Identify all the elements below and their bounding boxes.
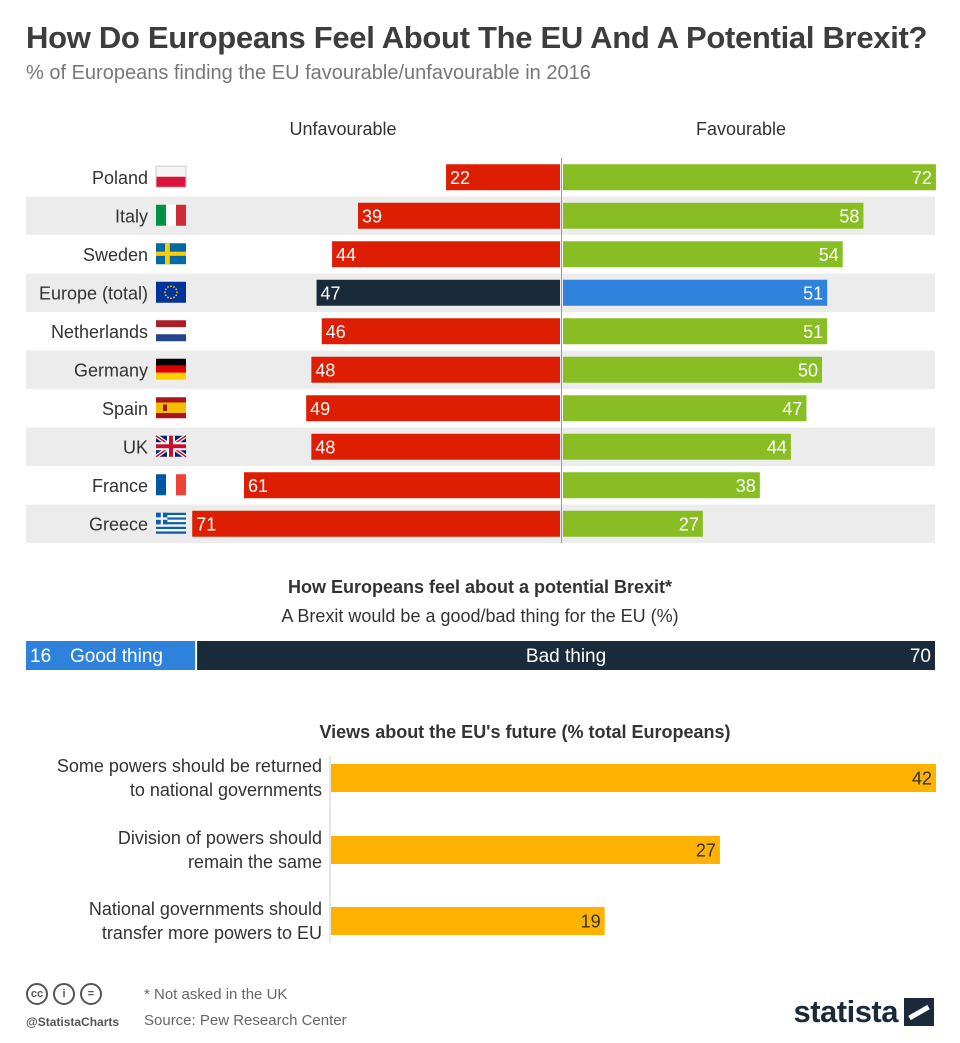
favourable-bar-france — [563, 472, 760, 499]
favourable-value-france: 38 — [736, 476, 756, 496]
category-label-italy: Italy — [115, 206, 148, 226]
unfavourable-bar-italy — [357, 202, 560, 229]
favourable-bar-germany — [563, 356, 822, 383]
category-label-greece: Greece — [89, 514, 148, 534]
future-value-2: 27 — [696, 841, 716, 861]
unfavourable-bar-sweden — [332, 241, 560, 268]
unfavourable-bar-poland — [446, 164, 560, 191]
unfavourable-bar-france — [244, 472, 560, 499]
category-label-uk: UK — [123, 437, 148, 457]
future-bar-1 — [331, 764, 936, 792]
category-label-sweden: Sweden — [83, 245, 148, 265]
category-label-germany: Germany — [74, 360, 148, 380]
eu-flag — [156, 281, 186, 303]
unfavourable-value-poland: 22 — [450, 168, 470, 188]
brexit-subtitle: A Brexit would be a good/bad thing for t… — [281, 606, 678, 626]
greece-flag — [156, 512, 186, 534]
favourable-bar-greece — [563, 510, 703, 537]
favourable-bar-sweden — [563, 241, 843, 268]
france-flag — [156, 474, 186, 496]
favourable-value-italy: 58 — [839, 206, 859, 226]
statista-logo: statista — [793, 994, 934, 1030]
unfavourable-header: Unfavourable — [289, 119, 396, 139]
unfavourable-bar-spain — [306, 395, 560, 422]
brand-mark-icon — [904, 998, 934, 1026]
unfavourable-value-netherlands: 46 — [326, 322, 346, 342]
favourable-bar-uk — [563, 433, 791, 460]
bad-thing-value: 70 — [910, 646, 931, 667]
unfavourable-bar-europe-total — [316, 279, 560, 306]
future-label-2-line-1: Division of powers should — [118, 828, 322, 848]
italy-flag — [156, 204, 186, 226]
license-icons: cc i = — [26, 983, 102, 1005]
favourable-value-germany: 50 — [798, 360, 818, 380]
favourable-value-poland: 72 — [912, 168, 932, 188]
spain-flag — [156, 397, 186, 419]
future-label-3-line-2: transfer more powers to EU — [102, 923, 322, 943]
category-label-europe-total: Europe (total) — [39, 283, 148, 303]
category-label-spain: Spain — [102, 399, 148, 419]
favourable-bar-italy — [563, 202, 864, 229]
favourable-header: Favourable — [696, 119, 786, 139]
favourable-bar-spain — [563, 395, 807, 422]
good-thing-label: Good thing — [70, 646, 163, 667]
by-icon: i — [53, 983, 75, 1005]
brexit-title: How Europeans feel about a potential Bre… — [288, 577, 672, 597]
unfavourable-value-europe-total: 47 — [321, 283, 341, 303]
chart-area: Unfavourable Favourable Poland 22 72 Italy 39 5… — [26, 119, 936, 943]
favourable-bar-europe-total — [563, 279, 828, 306]
chart-subtitle: % of Europeans finding the EU favourable… — [26, 62, 591, 84]
future-value-1: 42 — [912, 769, 932, 789]
future-value-3: 19 — [581, 912, 601, 932]
source-note: Source: Pew Research Center — [144, 1012, 347, 1029]
unfavourable-bar-germany — [311, 356, 560, 383]
bad-thing-bar — [197, 641, 935, 670]
netherlands-flag — [156, 320, 186, 342]
unfavourable-value-france: 61 — [248, 476, 268, 496]
bad-thing-label: Bad thing — [526, 646, 606, 667]
favourable-value-sweden: 54 — [819, 245, 839, 265]
unfavourable-bar-netherlands — [321, 318, 560, 345]
future-label-3-line-1: National governments should — [89, 899, 322, 919]
favourable-value-spain: 47 — [782, 399, 802, 419]
twitter-handle: @StatistaCharts — [26, 1015, 120, 1029]
favourable-value-greece: 27 — [679, 514, 699, 534]
favourable-value-europe-total: 51 — [803, 283, 823, 303]
future-bar-3 — [331, 907, 605, 935]
cc-icon: cc — [26, 983, 48, 1005]
unfavourable-bar-uk — [311, 433, 560, 460]
favourable-bar-poland — [563, 164, 936, 191]
favourable-value-uk: 44 — [767, 437, 787, 457]
favourable-bar-netherlands — [563, 318, 828, 345]
category-label-france: France — [92, 476, 148, 496]
poland-flag — [155, 165, 187, 188]
future-title: Views about the EU's future (% total Eur… — [319, 722, 730, 742]
sweden-flag — [156, 243, 186, 265]
future-label-2-line-2: remain the same — [188, 852, 322, 872]
brand-text: statista — [793, 994, 898, 1029]
unfavourable-value-italy: 39 — [362, 206, 382, 226]
favourable-value-netherlands: 51 — [803, 322, 823, 342]
unfavourable-value-spain: 49 — [310, 399, 330, 419]
unfavourable-value-sweden: 44 — [336, 245, 356, 265]
category-label-netherlands: Netherlands — [51, 322, 148, 342]
future-label-1-line-2: to national governments — [130, 780, 322, 800]
unfavourable-value-greece: 71 — [196, 514, 216, 534]
footnote: * Not asked in the UK — [144, 986, 288, 1003]
unfavourable-value-germany: 48 — [315, 360, 335, 380]
unfavourable-value-uk: 48 — [315, 437, 335, 457]
uk-flag — [154, 434, 188, 459]
germany-flag — [156, 358, 186, 380]
good-thing-value: 16 — [30, 646, 51, 667]
nd-icon: = — [80, 983, 102, 1005]
chart-title: How Do Europeans Feel About The EU And A… — [26, 20, 928, 55]
category-label-poland: Poland — [92, 168, 148, 188]
unfavourable-bar-greece — [192, 510, 560, 537]
future-bar-2 — [331, 836, 720, 864]
future-label-1-line-1: Some powers should be returned — [57, 756, 322, 776]
good-thing-bar — [26, 641, 196, 670]
